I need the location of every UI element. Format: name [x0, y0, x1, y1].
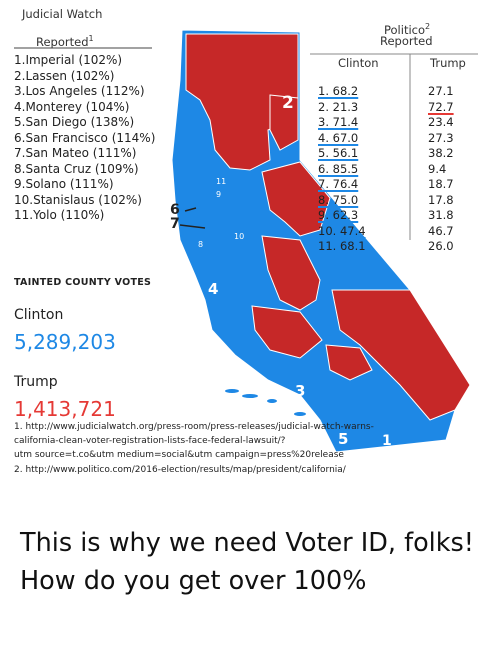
red-eastern-counties — [331, 289, 471, 421]
clinton-percent-cell: 6. 85.5 — [318, 161, 359, 176]
county-list-item: 9.Solano (111%) — [14, 177, 114, 191]
channel-island — [294, 412, 306, 416]
trump-percent-cell: 31.8 — [428, 208, 454, 222]
map-label-2: 2 — [282, 93, 294, 113]
clinton-total-votes: 5,289,203 — [14, 330, 116, 354]
trump-total-votes: 1,413,721 — [14, 397, 116, 421]
callout-arrow-7 — [179, 224, 206, 229]
map-label-3: 3 — [295, 382, 306, 400]
left-title-line2: Reported1 — [36, 34, 94, 49]
county-list-item: 1.Imperial (102%) — [14, 53, 123, 67]
clinton-percent-cell: 9. 62.3 — [318, 208, 359, 222]
map-label-10: 10 — [234, 232, 245, 241]
meme-image: Judicial Watch Reported1 1.Imperial (102… — [14, 7, 478, 475]
right-title-line1: Politico2 — [384, 22, 431, 37]
footnote-2: 2. http://www.politico.com/2016-election… — [14, 465, 346, 475]
california-county-map — [14, 29, 478, 453]
trump-label: Trump — [14, 374, 58, 390]
footnote-1-line2: california-clean-voter-registration-list… — [14, 436, 286, 446]
county-list-item: 5.San Diego (138%) — [14, 115, 135, 129]
trump-percent-cell: 9.4 — [428, 161, 447, 176]
clinton-percent-cell: 7. 76.4 — [318, 177, 359, 191]
map-label-4: 4 — [208, 280, 219, 298]
county-list-item: 8.Santa Cruz (109%) — [14, 161, 139, 176]
map-label-6: 6 — [170, 202, 180, 218]
clinton-percent-cell: 5. 56.1 — [318, 146, 359, 160]
footnote-1-line1: 1. http://www.judicialwatch.org/press-ro… — [14, 422, 374, 432]
footnote-1-line3: utm source=t.co&utm medium=social&utm ca… — [14, 450, 344, 460]
red-sierra-counties — [261, 161, 331, 237]
county-list-item: 2.Lassen (102%) — [14, 68, 115, 83]
channel-island — [225, 389, 239, 393]
county-list-item: 3.Los Angeles (112%) — [14, 84, 145, 98]
map-label-7: 7 — [170, 216, 180, 232]
trump-percent-cell: 27.1 — [428, 84, 454, 98]
clinton-percent-cell: 8. 75.0 — [318, 192, 359, 207]
red-central-valley-counties — [261, 235, 321, 311]
clinton-column-header: Clinton — [338, 56, 379, 70]
clinton-percent-cell: 2. 21.3 — [318, 99, 359, 114]
red-kern-county — [251, 305, 323, 359]
trump-percent-cell: 23.4 — [428, 115, 454, 129]
tainted-county-votes-label: Tainted County Votes — [14, 277, 152, 288]
red-inland-county — [325, 344, 373, 381]
trump-percent-cell: 38.2 — [428, 146, 454, 160]
map-label-11: 11 — [216, 177, 227, 186]
county-list-item: 4.Monterey (104%) — [14, 99, 130, 114]
meme-caption: This is why we need Voter ID, folks! How… — [20, 528, 475, 596]
map-label-9: 9 — [216, 190, 222, 199]
clinton-percent-cell: 11. 68.1 — [318, 239, 366, 253]
clinton-percent-cell: 3. 71.4 — [318, 115, 359, 129]
trump-percent-cell: 26.0 — [428, 239, 454, 253]
trump-percent-cell: 46.7 — [428, 223, 454, 238]
trump-percent-cell: 18.7 — [428, 177, 454, 191]
trump-percent-cell: 27.3 — [428, 130, 454, 145]
trump-percent-cell: 17.8 — [428, 192, 454, 207]
map-label-1: 1 — [382, 433, 392, 449]
callout-arrow-6 — [184, 207, 197, 212]
county-list-item: 6.San Francisco (114%) — [14, 130, 156, 145]
clinton-percent-cell: 4. 67.0 — [318, 130, 359, 145]
left-title-line1: Judicial Watch — [22, 7, 103, 21]
red-lassen-county — [269, 94, 299, 151]
county-list-item: 11.Yolo (110%) — [14, 208, 105, 222]
clinton-label: Clinton — [14, 307, 64, 323]
trump-column-header: Trump — [430, 56, 466, 70]
map-label-8: 8 — [198, 240, 204, 249]
clinton-percent-cell: 10. 47.4 — [318, 223, 366, 238]
county-list-item: 7.San Mateo (111%) — [14, 146, 137, 160]
channel-island — [242, 394, 258, 398]
channel-island — [267, 399, 277, 403]
trump-percent-cell: 72.7 — [428, 99, 454, 114]
map-label-5: 5 — [338, 430, 349, 448]
clinton-percent-cell: 1. 68.2 — [318, 84, 359, 98]
county-list-item: 10.Stanislaus (102%) — [14, 192, 142, 207]
right-title-line2: Reported — [380, 34, 433, 48]
